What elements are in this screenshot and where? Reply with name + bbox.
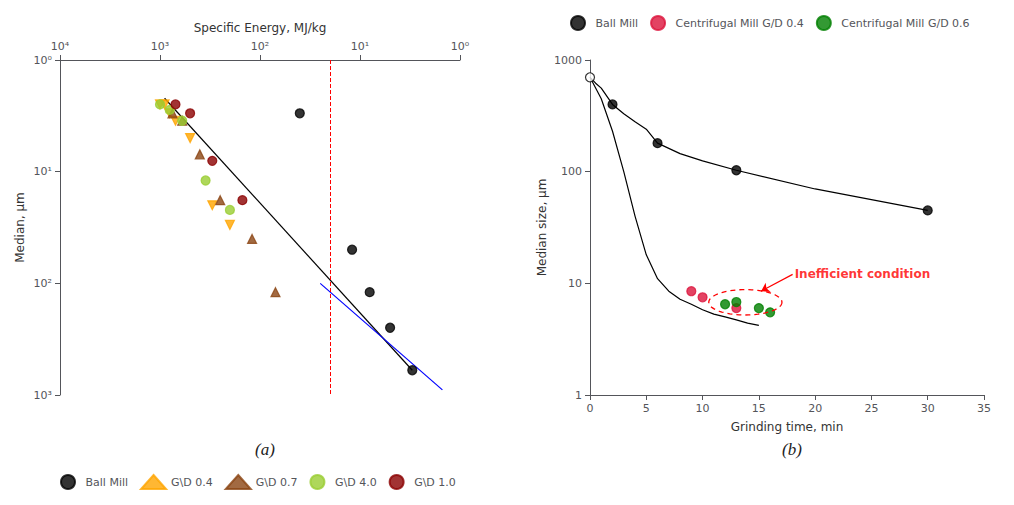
svg-text:Grinding time, min: Grinding time, min — [731, 420, 844, 434]
svg-text:Specific Energy, MJ/kg: Specific Energy, MJ/kg — [194, 21, 327, 35]
svg-text:15: 15 — [752, 402, 766, 415]
svg-text:10¹: 10¹ — [351, 40, 369, 53]
svg-text:G\D 0.4: G\D 0.4 — [171, 476, 213, 489]
svg-text:Inefficient condition: Inefficient condition — [795, 267, 931, 281]
svg-text:Ball Mill: Ball Mill — [596, 17, 639, 30]
svg-text:10³: 10³ — [151, 40, 169, 53]
svg-text:Centrifugal Mill G/D 0.4: Centrifugal Mill G/D 0.4 — [676, 17, 804, 30]
svg-text:30: 30 — [921, 402, 935, 415]
svg-text:1: 1 — [575, 389, 582, 402]
svg-text:5: 5 — [643, 402, 650, 415]
svg-text:10³: 10³ — [34, 389, 52, 402]
svg-text:20: 20 — [808, 402, 822, 415]
svg-text:Centrifugal Mill G/D 0.6: Centrifugal Mill G/D 0.6 — [841, 17, 969, 30]
svg-text:Ball Mill: Ball Mill — [86, 476, 129, 489]
svg-text:10²: 10² — [251, 40, 269, 53]
svg-text:G\D 4.0: G\D 4.0 — [335, 476, 377, 489]
svg-text:10: 10 — [696, 402, 710, 415]
svg-text:Median, μm: Median, μm — [13, 192, 27, 263]
svg-text:35: 35 — [977, 402, 991, 415]
svg-text:Median size, μm: Median size, μm — [535, 179, 549, 277]
svg-text:25: 25 — [864, 402, 878, 415]
svg-text:100: 100 — [561, 165, 582, 178]
svg-text:10²: 10² — [34, 277, 52, 290]
svg-text:10: 10 — [568, 277, 582, 290]
svg-text:1000: 1000 — [554, 54, 582, 67]
svg-text:10⁰: 10⁰ — [34, 54, 53, 67]
svg-text:(b): (b) — [782, 440, 802, 459]
svg-text:(a): (a) — [255, 440, 275, 459]
svg-text:0: 0 — [587, 402, 594, 415]
svg-text:10⁰: 10⁰ — [451, 40, 470, 53]
svg-text:G\D 1.0: G\D 1.0 — [414, 476, 456, 489]
svg-text:G\D 0.7: G\D 0.7 — [256, 476, 298, 489]
svg-text:10⁴: 10⁴ — [51, 40, 70, 53]
svg-text:10¹: 10¹ — [34, 165, 52, 178]
